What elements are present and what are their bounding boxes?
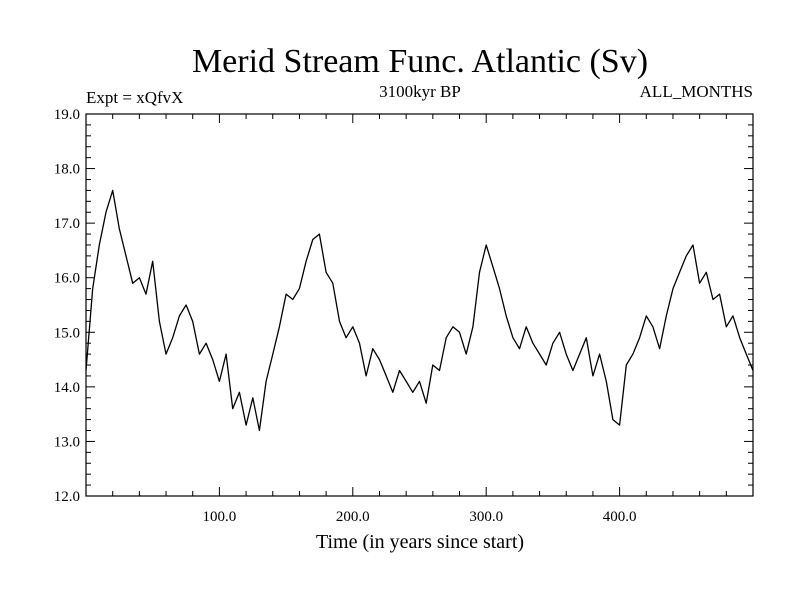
- months-label: ALL_MONTHS: [640, 82, 753, 101]
- x-axis-label: Time (in years since start): [316, 531, 524, 553]
- period-label: 3100kyr BP: [379, 82, 461, 101]
- experiment-label: Expt = xQfvX: [86, 88, 183, 107]
- axis-tick-labels: 100.0 200.0 300.0 400.0 12.0 13.0 14.0 15.0 16.0…: [54, 107, 637, 525]
- plot-frame: [85, 113, 754, 497]
- x-tick-label: 100.0: [203, 509, 237, 525]
- y-tick-label: 14.0: [54, 380, 80, 396]
- y-tick-label: 19.0: [54, 107, 80, 123]
- y-tick-label: 15.0: [54, 325, 80, 341]
- y-tick-label: 18.0: [54, 162, 80, 178]
- y-tick-label: 12.0: [54, 489, 80, 505]
- chart-title: Merid Stream Func. Atlantic (Sv): [192, 43, 648, 80]
- x-tick-label: 300.0: [469, 509, 503, 525]
- x-tick-label: 200.0: [336, 509, 370, 525]
- series-line: [85, 189, 754, 432]
- y-tick-label: 16.0: [54, 271, 80, 287]
- y-tick-label: 13.0: [54, 434, 80, 450]
- x-tick-label: 400.0: [603, 509, 637, 525]
- y-tick-label: 17.0: [54, 216, 80, 232]
